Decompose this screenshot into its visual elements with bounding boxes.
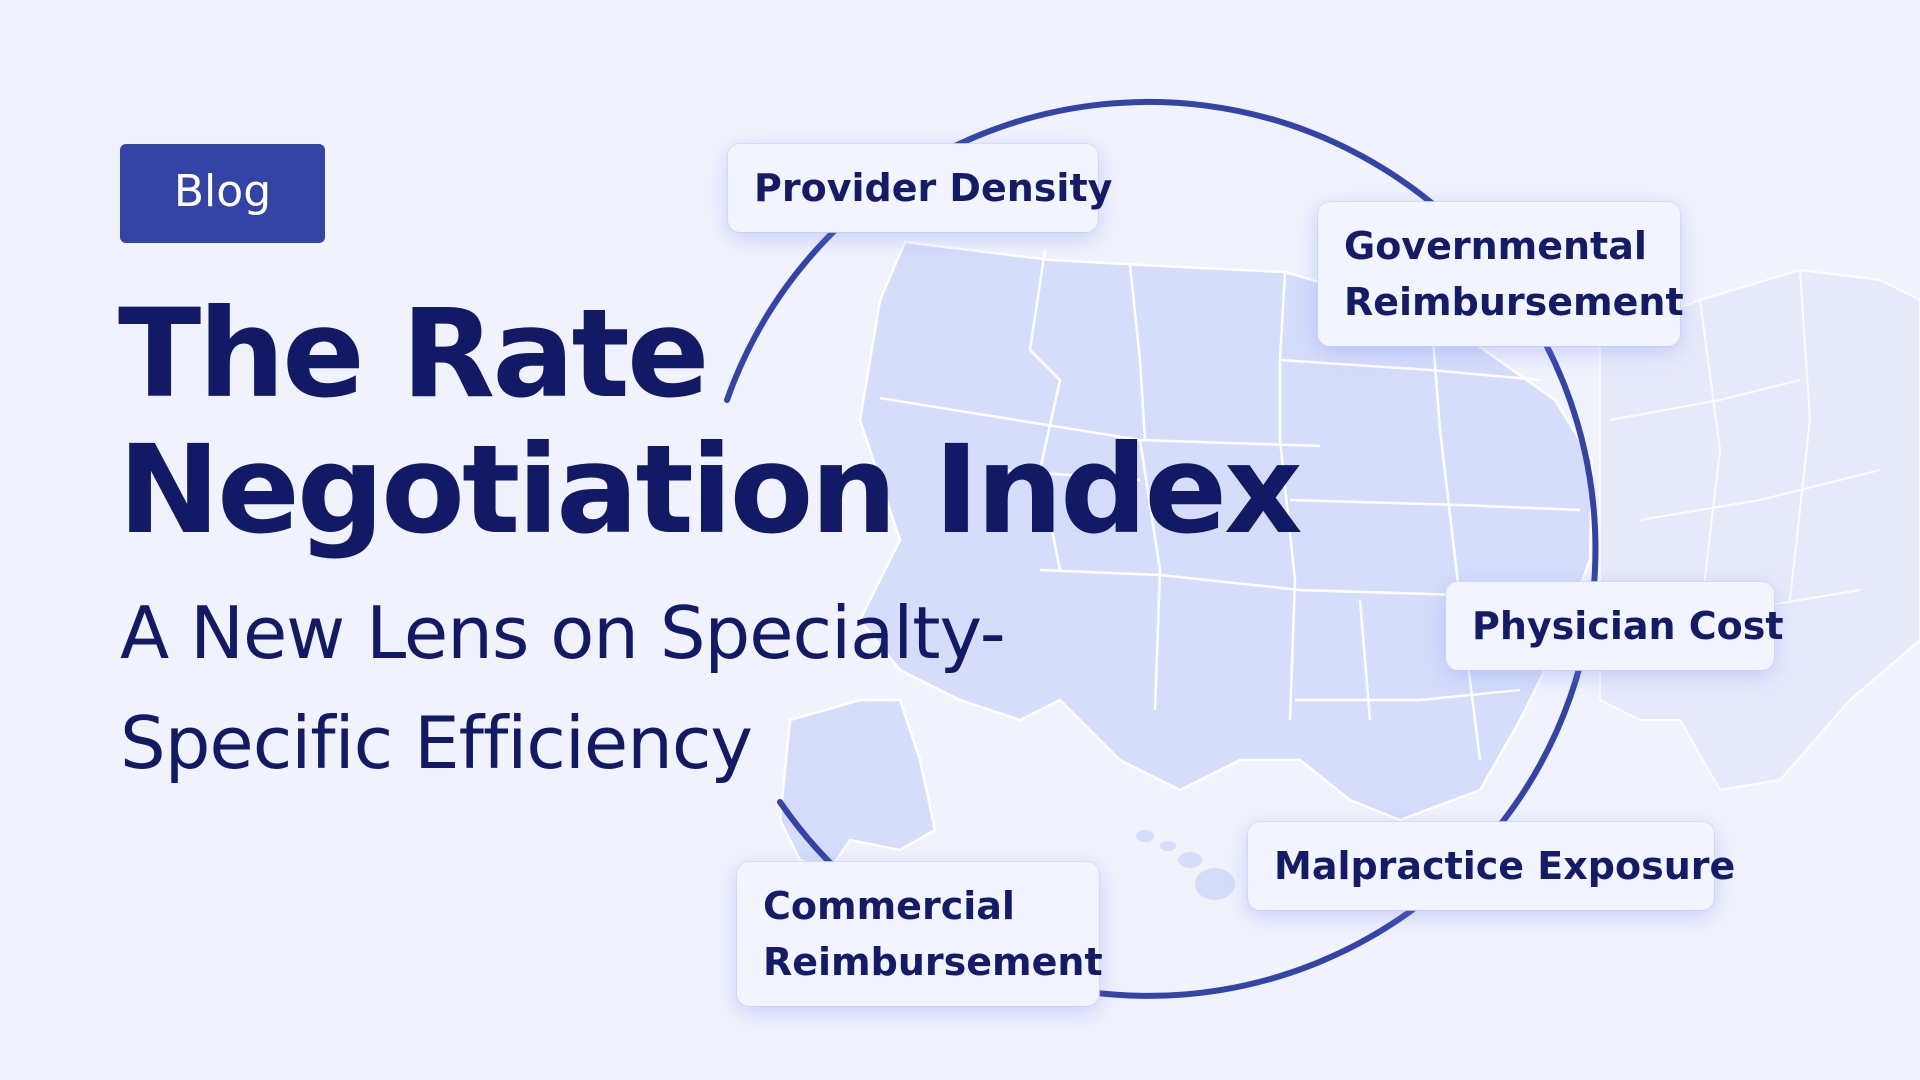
label-text: Governmental bbox=[1344, 224, 1647, 268]
label-governmental-reimbursement: Governmental Reimbursement bbox=[1318, 202, 1684, 346]
alaska-shape bbox=[778, 698, 937, 872]
subtitle-line-1: A New Lens on Specialty- bbox=[120, 591, 1006, 675]
continental-us-map bbox=[858, 240, 1594, 822]
circle-outline bbox=[724, 98, 1599, 999]
hawaii-shape bbox=[1136, 830, 1235, 900]
title-line-1: The Rate bbox=[118, 283, 710, 425]
label-text: Malpractice Exposure bbox=[1274, 844, 1736, 888]
page-subtitle: A New Lens on Specialty- Specific Effici… bbox=[120, 578, 1006, 798]
title-line-2: Negotiation Index bbox=[118, 419, 1303, 561]
label-text: Physician Cost bbox=[1472, 604, 1784, 648]
label-text: Provider Density bbox=[754, 166, 1113, 210]
label-provider-density: Provider Density bbox=[728, 144, 1113, 232]
subtitle-line-2: Specific Efficiency bbox=[120, 701, 753, 785]
label-physician-cost: Physician Cost bbox=[1446, 582, 1784, 670]
label-text: Reimbursement bbox=[763, 940, 1103, 984]
label-text: Reimbursement bbox=[1344, 280, 1684, 324]
label-commercial-reimbursement: Commercial Reimbursement bbox=[737, 862, 1103, 1006]
label-text: Commercial bbox=[763, 884, 1015, 928]
page-title: The Rate Negotiation Index bbox=[118, 283, 1303, 561]
blog-badge[interactable]: Blog bbox=[120, 144, 325, 243]
eastern-states-faded bbox=[1599, 268, 1920, 792]
label-malpractice-exposure: Malpractice Exposure bbox=[1248, 822, 1736, 910]
